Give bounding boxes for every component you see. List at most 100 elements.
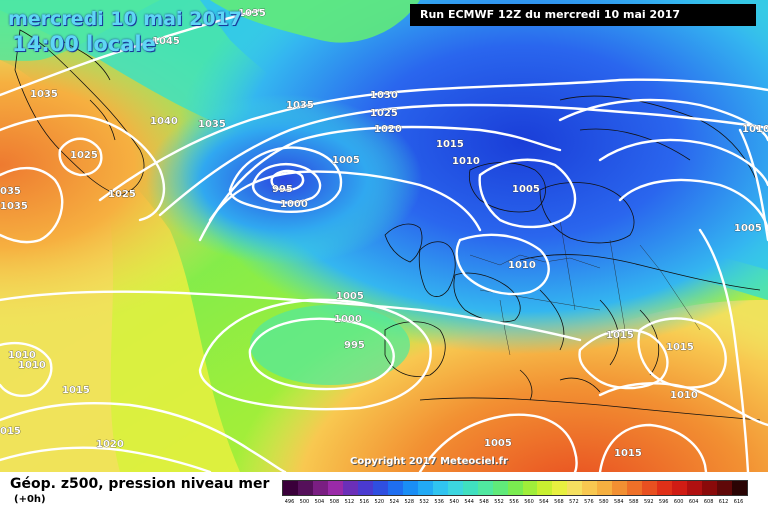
isobar-label: 1025 (370, 108, 398, 119)
color-scale-label: 544 (464, 499, 474, 505)
color-scale-label: 600 (673, 499, 684, 505)
legend-title: Géop. z500, pression niveau mer (10, 476, 270, 492)
color-scale-swatch (687, 481, 703, 495)
isobar-label: 1010 (742, 124, 768, 135)
color-scale-label: 584 (614, 499, 624, 505)
color-scale-swatch (522, 481, 538, 495)
isobar-label: 1005 (734, 223, 762, 234)
color-scale-label: 500 (299, 499, 310, 505)
color-scale-swatch (387, 481, 403, 495)
color-scale-labels: 496 500 504 508 512 516 520 524 528 532 536 540 544 5… (282, 499, 746, 505)
field-green-topleft (0, 0, 160, 61)
isobar-labels: 1035 1045 1035 1040 1035 1025 1025 035 1… (0, 8, 768, 460)
isobar-label: 1015 (436, 139, 464, 150)
isobar-label: 1005 (332, 155, 360, 166)
isobar-label: 015 (0, 426, 21, 437)
color-scale-label: 520 (374, 499, 385, 505)
color-scale-swatch (612, 481, 628, 495)
color-scale-label: 504 (314, 499, 325, 505)
color-scale-label: 596 (658, 499, 669, 505)
color-scale-swatch (672, 481, 688, 495)
color-scale-swatch (597, 481, 613, 495)
color-scale-label: 516 (359, 499, 370, 505)
color-scale-label: 536 (434, 499, 444, 505)
isobar-label: 1035 (286, 100, 314, 111)
color-scale-label: 556 (509, 499, 519, 505)
isobar-label: 1015 (666, 342, 694, 353)
run-info: Run ECMWF 12Z du mercredi 10 mai 2017 (410, 4, 756, 26)
color-scale-label: 560 (524, 499, 534, 505)
isobar-label: 1020 (96, 439, 124, 450)
isobar-label: 995 (272, 184, 293, 195)
color-scale-label: 564 (539, 499, 549, 505)
color-scale-label: 568 (554, 499, 564, 505)
color-scale-swatch (402, 481, 418, 495)
color-scale-label: 572 (569, 499, 579, 505)
color-scale-label: 608 (703, 499, 714, 505)
isobar-label: 1005 (512, 184, 540, 195)
isobar-label: 1035 (0, 201, 28, 212)
color-scale-label: 540 (449, 499, 459, 505)
isobar-label: 1045 (152, 36, 180, 47)
color-scale-swatch (552, 481, 568, 495)
color-scale-label: 592 (643, 499, 654, 505)
color-scale-swatch (582, 481, 598, 495)
isobar-label: 1010 (452, 156, 480, 167)
color-scale-swatch (492, 481, 508, 495)
isobar-label: 1010 (508, 260, 536, 271)
color-scale-label: 552 (494, 499, 504, 505)
field-green-top (210, 0, 420, 43)
color-scale-swatch (507, 481, 523, 495)
isobar-label: 1035 (198, 119, 226, 130)
color-scale-swatch (447, 481, 463, 495)
isobar-label: 1040 (150, 116, 178, 127)
isobar-label: 1025 (108, 189, 136, 200)
color-scale-swatch (342, 481, 358, 495)
color-scale-swatch (627, 481, 643, 495)
color-scale-swatch (462, 481, 478, 495)
color-scale-swatch (432, 481, 448, 495)
isobar-label: 1000 (280, 199, 308, 210)
color-scale-label: 524 (389, 499, 400, 505)
isobar-label: 995 (344, 340, 365, 351)
color-scale-swatch (417, 481, 433, 495)
color-scale-label: 512 (344, 499, 355, 505)
coastlines (14, 29, 761, 421)
isobar-label: 1005 (336, 291, 364, 302)
color-scale-swatch (372, 481, 388, 495)
isobar-label: 1015 (614, 448, 642, 459)
color-scale-label: 532 (419, 499, 429, 505)
color-scale-swatch (312, 481, 328, 495)
color-scale-label: 580 (599, 499, 609, 505)
isobar-label: 035 (0, 186, 21, 197)
isobar-label: 1010 (670, 390, 698, 401)
isobar-label: 1010 (8, 350, 36, 361)
color-scale-swatch (567, 481, 583, 495)
isobar-label: 1015 (606, 330, 634, 341)
color-scale-swatch (283, 481, 298, 495)
color-scale-swatch (477, 481, 493, 495)
color-scale-swatch (702, 481, 718, 495)
color-scale-swatch (717, 481, 733, 495)
color-scale-label: 612 (718, 499, 729, 505)
isobar-label: 1010 (18, 360, 46, 371)
color-scale (282, 480, 748, 496)
color-scale-swatch (537, 481, 553, 495)
isobar-label: 1015 (62, 385, 90, 396)
geopotential-map: 1035 1045 1035 1040 1035 1025 1025 035 1… (0, 0, 768, 472)
isobar-lines (0, 8, 768, 472)
isobar-label: 1005 (484, 438, 512, 449)
legend-subtitle: (+0h) (14, 494, 46, 505)
color-scale-swatch (297, 481, 313, 495)
color-scale-label: 528 (404, 499, 414, 505)
color-scale-swatch (357, 481, 373, 495)
color-scale-label: 548 (479, 499, 489, 505)
copyright: Copyright 2017 Meteociel.fr (350, 456, 508, 467)
color-scale-label: 604 (688, 499, 699, 505)
isobar-label: 1035 (30, 89, 58, 100)
field-low-azores (250, 305, 410, 385)
color-scale-swatch (657, 481, 673, 495)
map-time: 14:00 locale (12, 32, 156, 56)
color-scale-label: 576 (584, 499, 594, 505)
